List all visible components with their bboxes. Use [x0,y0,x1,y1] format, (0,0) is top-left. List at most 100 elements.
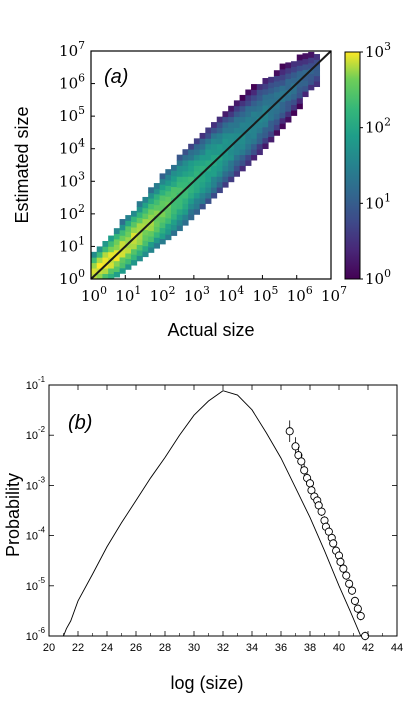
heatmap-cell [199,181,206,188]
heatmap-cell [171,192,178,198]
heatmap-cell [131,259,138,266]
heatmap-cell [285,116,292,123]
heatmap-cell [176,165,183,172]
heatmap-cell [131,243,138,250]
heatmap-cell [296,54,303,61]
heatmap-cell [245,89,252,96]
heatmap-cell [228,127,235,134]
heatmap-cell [102,273,109,280]
heatmap-cell [256,94,263,101]
heatmap-cell [273,102,281,109]
heatmap-cell [153,221,160,227]
point-marker [300,466,309,475]
heatmap-cell [245,149,252,156]
x-tick-label: 100 [81,284,107,305]
heatmap-cell [136,217,143,224]
heatmap-cell [136,201,143,208]
heatmap-cell [313,81,321,88]
heatmap-cell [182,170,189,177]
heatmap-cell [239,105,246,112]
heatmap-cell [268,98,275,105]
heatmap-cell [296,87,303,93]
heatmap-cell [119,267,126,274]
heatmap-cell [256,127,263,134]
heatmap-cell [142,245,149,252]
heatmap-cell [165,234,172,241]
heatmap-cell [205,149,212,156]
heatmap-cell [211,132,218,139]
x-tick-label: 38 [304,642,316,654]
x-tick-label: 34 [246,642,258,654]
heatmap-cell [159,178,166,185]
heatmap-cell [216,176,223,183]
heatmap-cell [188,187,195,194]
heatmap-cell [182,165,189,172]
heatmap-cell [159,227,166,234]
heatmap-cell [222,176,229,183]
heatmap-cell [125,236,132,243]
heatmap-cell [285,84,292,90]
heatmap-cell [302,53,309,60]
heatmap-cell [188,176,195,183]
point-marker [291,442,300,451]
heatmap-cell [205,138,212,145]
heatmap-cell [296,103,303,110]
heatmap-cell [245,111,252,118]
heatmap-cell [142,234,149,241]
data-point [329,539,338,548]
heatmap-cell [108,262,115,269]
heatmap-cell [233,154,241,161]
x-tick-label: 28 [159,642,171,654]
heatmap-cell [205,176,212,183]
heatmap-cell [188,154,195,161]
heatmap-cell [205,127,212,134]
heatmap-cell [193,165,200,172]
heatmap-cell [245,100,252,107]
heatmap-cell [251,127,258,134]
heatmap-cell [313,75,321,82]
heatmap-cell [113,266,120,273]
heatmap-cell [199,160,206,166]
heatmap-cell [102,246,109,253]
heatmap-cell [228,132,235,139]
heatmap-cell [268,87,275,94]
heatmap-cell [296,92,303,99]
heatmap-cell [205,154,212,161]
data-point [356,611,365,621]
heatmap-cell [308,84,315,91]
heatmap-cell [108,251,115,258]
heatmap-cell [91,257,98,264]
heatmap-cell [302,74,309,81]
heatmap-cell [91,268,98,274]
heatmap-cell [125,215,132,221]
heatmap-cell [188,165,195,172]
y-tick-label: 100 [59,267,85,288]
heatmap-cell [222,122,229,128]
heatmap-cell [182,203,189,210]
heatmap-cell [273,81,281,87]
data-point [285,420,294,443]
heatmap-cell [108,273,115,280]
heatmap-cell [165,169,172,175]
heatmap-cell [199,192,206,199]
heatmap-cell [188,170,195,177]
heatmap-cell [165,228,172,235]
heatmap-cell [148,230,155,237]
heatmap-cell [182,149,189,156]
heatmap-cell [251,116,258,123]
heatmap-cell [262,137,269,144]
heatmap-cell [268,120,275,127]
heatmap-cell [102,251,109,258]
heatmap-cell [279,74,286,81]
heatmap-cell [125,225,132,232]
heatmap-cell [199,143,206,150]
heatmap-cell [268,125,275,132]
heatmap-cell [108,246,115,253]
heatmap-cell [176,208,183,215]
heatmap-cell [279,79,286,86]
heatmap-cell [142,207,149,214]
point-marker [336,557,345,566]
heatmap-cell [308,73,315,80]
heatmap-cell [251,84,258,90]
